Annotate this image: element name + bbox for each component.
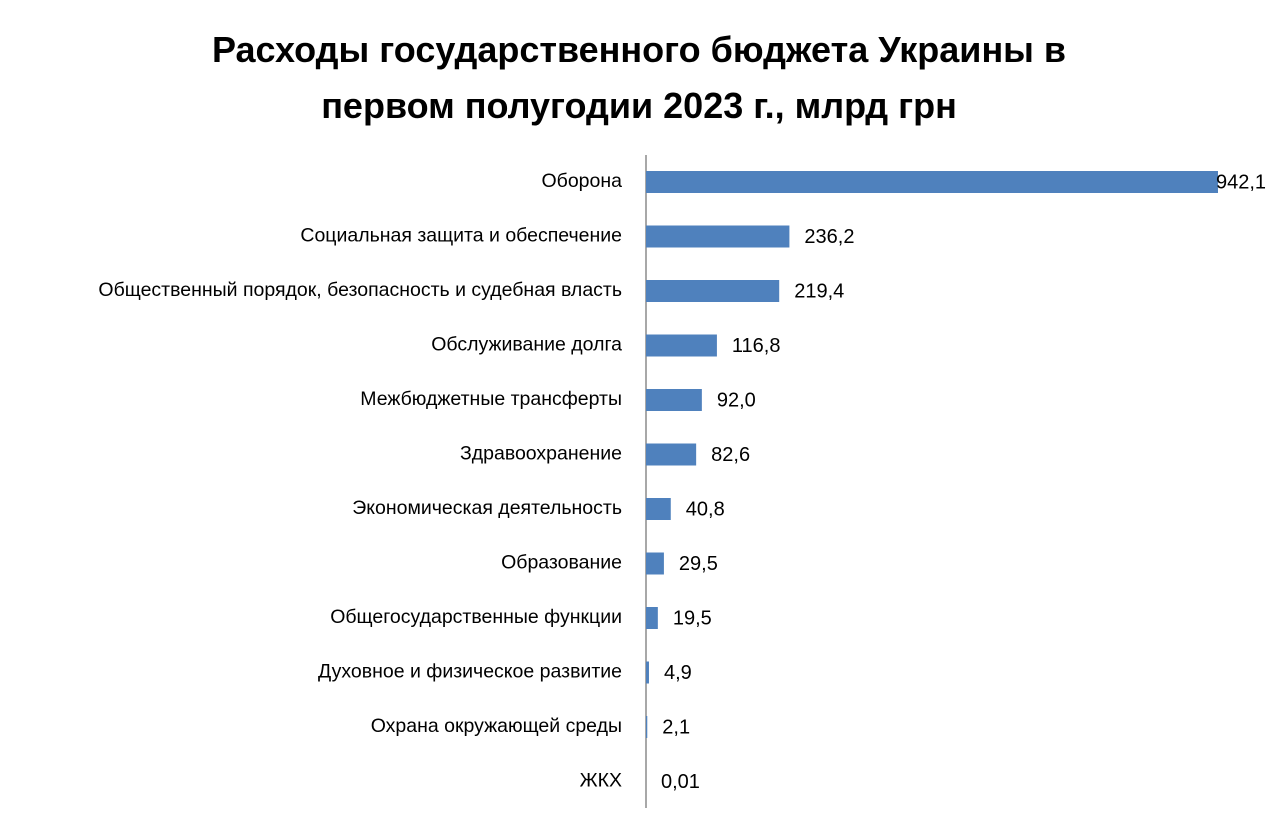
data-label: 92,0 (717, 389, 756, 411)
category-label: Межбюджетные трансферты (360, 388, 622, 410)
data-label: 4,9 (664, 662, 692, 684)
chart-title: Расходы государственного бюджета Украины… (0, 22, 1278, 134)
bar (646, 334, 717, 357)
chart-title-line-1: Расходы государственного бюджета Украины… (211, 29, 1067, 70)
data-label: 40,8 (686, 498, 725, 520)
bar (646, 716, 648, 738)
bar (646, 171, 1218, 193)
data-label: 82,6 (711, 444, 750, 466)
category-label: Социальная защита и обеспечение (300, 225, 622, 247)
data-label: 0,01 (661, 771, 700, 793)
data-label: 2,1 (662, 716, 690, 738)
bar (646, 443, 697, 466)
category-label: Экономическая деятельность (352, 497, 622, 519)
bar (646, 389, 702, 411)
category-label: Образование (501, 552, 622, 574)
category-label: ЖКХ (580, 770, 622, 792)
bar (646, 552, 664, 575)
bar (646, 498, 671, 520)
data-label: 116,8 (732, 335, 781, 357)
category-label: Обслуживание долга (431, 334, 622, 356)
chart-title-line-2: первом полугодии 2023 г., млрд грн (321, 85, 957, 126)
category-label: Духовное и физическое развитие (318, 661, 622, 683)
category-label: Охрана окружающей среды (371, 715, 622, 737)
data-label: 942,1 (1216, 171, 1266, 193)
category-label: Общегосударственные функции (330, 606, 622, 628)
data-label: 219,4 (794, 280, 844, 302)
bar (646, 607, 658, 629)
category-label: Оборона (542, 170, 623, 192)
category-label: Здравоохранение (460, 443, 622, 465)
data-label: 19,5 (673, 607, 712, 629)
data-label: 236,2 (804, 226, 854, 248)
bar (646, 661, 649, 684)
bar (646, 280, 780, 302)
bar (646, 225, 790, 248)
category-label: Общественный порядок, безопасность и суд… (98, 279, 622, 301)
data-label: 29,5 (679, 553, 718, 575)
